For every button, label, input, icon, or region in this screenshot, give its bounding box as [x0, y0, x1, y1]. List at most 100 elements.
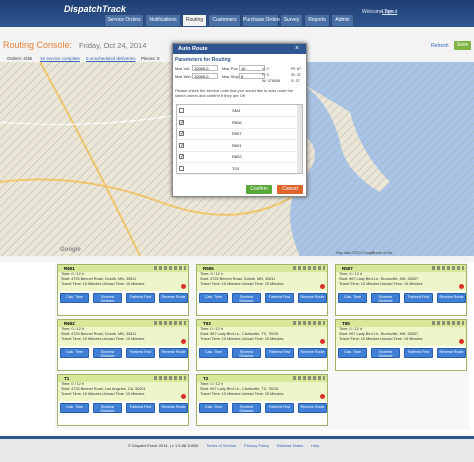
param-input[interactable]: 5	[239, 73, 265, 79]
card-button[interactable]: Reverse Route	[159, 348, 188, 358]
remove-icon[interactable]	[320, 339, 325, 344]
param-input[interactable]: 10000.0	[192, 73, 218, 79]
card-button[interactable]: Calc. Time	[60, 348, 89, 358]
google-logo: Google	[60, 247, 81, 253]
map-attribution: Map data ©2014 Google	[336, 251, 375, 255]
card-icons	[154, 266, 186, 270]
card-button[interactable]: Calc. Time	[199, 293, 228, 303]
remove-icon[interactable]	[320, 394, 325, 399]
link[interactable]: 0 unscheduled deliveries	[86, 56, 136, 61]
card-header: T03	[197, 320, 327, 327]
cancel-button[interactable]: Cancel	[277, 185, 303, 194]
card-button[interactable]: Shortest Distance	[371, 293, 400, 303]
nav-tab[interactable]: Notifications	[145, 14, 181, 26]
card-button[interactable]: Shortest Distance	[93, 403, 122, 413]
card-button[interactable]: Reverse Route	[159, 403, 188, 413]
card-button[interactable]: Calc. Time	[60, 293, 89, 303]
param-label: Max Wei:	[175, 74, 192, 79]
checkbox[interactable]: ✓	[179, 142, 185, 149]
modal-close[interactable]: ×	[295, 45, 300, 52]
card-button[interactable]: Shortest Distance	[232, 403, 261, 413]
remove-icon[interactable]	[459, 339, 464, 344]
checkbox[interactable]: ✓	[179, 119, 185, 126]
card-button[interactable]: Shortest Distance	[232, 293, 261, 303]
card-button[interactable]: Farthest First	[265, 293, 294, 303]
card-button[interactable]: Farthest First	[404, 348, 433, 358]
checkbox[interactable]	[179, 165, 184, 171]
card-button[interactable]: Reverse Route	[159, 293, 188, 303]
card-button[interactable]: Calc. Time	[338, 348, 367, 358]
nav-tab[interactable]: Purchase Orders	[242, 14, 281, 26]
card-line: Time: 0 / 12 h	[61, 272, 85, 276]
card-button[interactable]: Shortest Distance	[93, 348, 122, 358]
card-button[interactable]: Farthest First	[126, 348, 155, 358]
card-button[interactable]: Reverse Route	[298, 403, 327, 413]
card-header: T05	[336, 320, 466, 327]
checkbox[interactable]: ✓	[179, 154, 185, 160]
remove-icon[interactable]	[459, 284, 464, 289]
card-button[interactable]: Calc. Time	[199, 348, 228, 358]
remove-icon[interactable]	[181, 339, 186, 344]
card-header: R601	[58, 265, 188, 272]
card-button[interactable]: Reverse Route	[437, 293, 466, 303]
unit-name: R602	[232, 154, 242, 159]
param-input[interactable]: 10000.0	[192, 65, 218, 71]
card-line: Time: 0 / 12 h	[200, 272, 224, 276]
remove-icon[interactable]	[320, 284, 325, 289]
remove-icon[interactable]	[181, 284, 186, 289]
map-terms[interactable]: Terms of Use	[372, 251, 393, 255]
nav-tab[interactable]: Routing	[182, 14, 207, 26]
card-button[interactable]: Reverse Route	[298, 293, 327, 303]
param-stat: S: 37	[291, 79, 300, 83]
card-button[interactable]: Reverse Route	[298, 348, 327, 358]
card-button[interactable]: Shortest Distance	[232, 348, 261, 358]
console-title: Routing Console:	[3, 40, 73, 50]
card-line: Travel Time: 15 Minutes Unload Time: 15 …	[339, 337, 423, 341]
card-line: Start: 4725 Bennet Road, Duluth, MN, 308…	[61, 277, 137, 281]
card-line: Travel Time: 15 Minutes Unload Time: 15 …	[61, 282, 145, 286]
remove-icon[interactable]	[181, 394, 186, 399]
card-icons	[432, 321, 464, 325]
card-button[interactable]: Calc. Time	[199, 403, 228, 413]
card-button[interactable]: Farthest First	[126, 293, 155, 303]
card-line: Start: 967 Lady Bird Ln., Clarksville, T…	[200, 387, 279, 391]
card-button[interactable]: Farthest First	[265, 348, 294, 358]
footer-text[interactable]: Help	[311, 443, 320, 448]
nav-tab[interactable]: Admin	[331, 14, 354, 26]
logout[interactable]: Logout	[382, 9, 398, 15]
param-input[interactable]: 10	[239, 65, 265, 71]
footer-text[interactable]: Release Notes	[277, 443, 304, 448]
card-icons	[293, 376, 325, 380]
confirm-button[interactable]: Confirm	[246, 185, 272, 194]
save-button[interactable]: Save	[454, 41, 471, 50]
card-button[interactable]: Shortest Distance	[93, 293, 122, 303]
card-icons	[432, 266, 464, 270]
card-button[interactable]: Reverse Route	[437, 348, 466, 358]
link[interactable]: 15 service complete	[40, 56, 81, 61]
checkbox[interactable]: ✓	[179, 131, 185, 137]
footer-text[interactable]: Privacy Policy	[244, 443, 270, 448]
row-divider	[177, 173, 297, 175]
card-line: Travel Time: 15 Minutes Unload Time: 15 …	[339, 282, 423, 286]
card-line: Travel Time: 15 Minutes Unload Time: 15 …	[200, 392, 284, 396]
nav-tab[interactable]: Reports	[304, 14, 330, 26]
card-button[interactable]: Calc. Time	[60, 403, 89, 413]
unit-name: R506	[232, 119, 242, 125]
card-button[interactable]: Calc. Time	[338, 293, 367, 303]
card-button[interactable]: Farthest First	[126, 403, 155, 413]
nav-tab[interactable]: Customers	[208, 14, 241, 26]
row-divider	[177, 162, 297, 163]
card-button[interactable]: Farthest First	[404, 293, 433, 303]
footer-text[interactable]: Terms of Service	[206, 443, 237, 448]
nav-tab[interactable]: Survey	[280, 14, 303, 26]
checkbox[interactable]	[179, 108, 184, 113]
refresh[interactable]: Refresh	[431, 43, 449, 49]
nav-tab[interactable]: Service Orders	[104, 14, 144, 26]
row-divider	[177, 116, 297, 117]
card-header: T1	[58, 375, 188, 382]
card-button[interactable]: Farthest First	[265, 403, 294, 413]
card-button[interactable]: Shortest Distance	[371, 348, 400, 358]
card-header: T2	[197, 375, 327, 382]
card-line: Start: 4725 Bennet Road, Duluth, MN, 308…	[61, 332, 137, 336]
